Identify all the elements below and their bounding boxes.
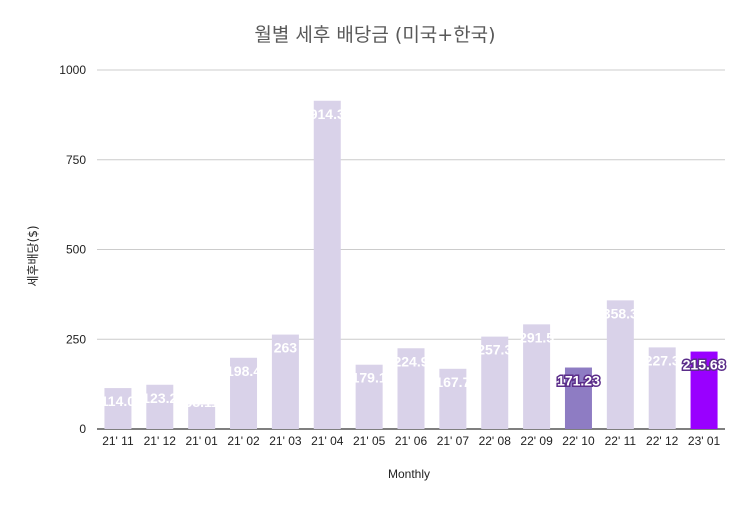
- x-tick-label: 22' 09: [520, 434, 553, 448]
- data-label: 171.23: [557, 373, 600, 389]
- y-tick-labels: 0 250 500 750 1000: [59, 63, 86, 436]
- chart-title: 월별 세후 배당금 (미국+한국): [254, 24, 495, 46]
- x-tick-label: 21' 03: [269, 434, 302, 448]
- data-label: 224.9: [393, 353, 428, 369]
- bars: [104, 100, 718, 429]
- data-labels: 114.0 123.2 68.11 198.4 263 914.3 179.1 224.9 16…: [101, 106, 727, 410]
- data-label: 263: [274, 340, 298, 356]
- x-tick-label: 21' 05: [353, 434, 386, 448]
- y-tick-label: 500: [66, 243, 86, 257]
- y-tick-label: 0: [79, 422, 86, 436]
- x-tick-label: 21' 12: [144, 434, 177, 448]
- bar: [439, 368, 467, 429]
- bar: [481, 336, 509, 429]
- x-tick-label: 21' 01: [186, 434, 219, 448]
- data-label: 179.1: [352, 370, 387, 386]
- x-tick-label: 23' 01: [688, 434, 721, 448]
- data-label: 914.3: [310, 106, 345, 122]
- data-label: 123.2: [142, 390, 177, 406]
- bar: [230, 357, 258, 429]
- bar: [188, 404, 216, 429]
- data-label: 227.3: [645, 352, 680, 368]
- bar: [523, 324, 551, 429]
- data-label: 114.0: [101, 393, 135, 409]
- bar: [648, 347, 676, 429]
- y-tick-label: 750: [66, 153, 86, 167]
- y-axis-label: 세후배당($): [26, 225, 40, 286]
- x-tick-label: 21' 07: [437, 434, 470, 448]
- y-tick-label: 1000: [59, 63, 86, 77]
- bar: [397, 348, 425, 429]
- x-tick-label: 21' 11: [102, 434, 134, 448]
- bar: [606, 300, 634, 429]
- x-tick-label: 22' 08: [479, 434, 512, 448]
- data-label: 358.3: [603, 305, 638, 321]
- data-label: 68.11: [185, 394, 219, 410]
- bar: [313, 100, 341, 429]
- x-tick-labels: 21' 11 21' 12 21' 01 21' 02 21' 03 21' 04 21' …: [102, 434, 720, 448]
- x-tick-label: 22' 11: [605, 434, 637, 448]
- data-label: 291.5: [519, 329, 554, 345]
- x-tick-label: 21' 04: [311, 434, 344, 448]
- x-tick-label: 21' 02: [227, 434, 260, 448]
- data-label: 167.7: [435, 374, 470, 390]
- data-label: 215.68: [683, 357, 726, 373]
- x-tick-label: 22' 10: [562, 434, 595, 448]
- x-axis-label: Monthly: [388, 467, 430, 481]
- bar: [271, 334, 299, 429]
- bar: [355, 364, 383, 429]
- bar: [690, 351, 718, 429]
- bar: [564, 367, 592, 429]
- data-label: 257.3: [477, 342, 512, 358]
- bar: [146, 384, 174, 429]
- x-tick-label: 22' 12: [646, 434, 679, 448]
- bar: [104, 388, 132, 429]
- data-label: 198.4: [226, 363, 261, 379]
- x-tick-label: 21' 06: [395, 434, 428, 448]
- y-tick-label: 250: [66, 332, 86, 346]
